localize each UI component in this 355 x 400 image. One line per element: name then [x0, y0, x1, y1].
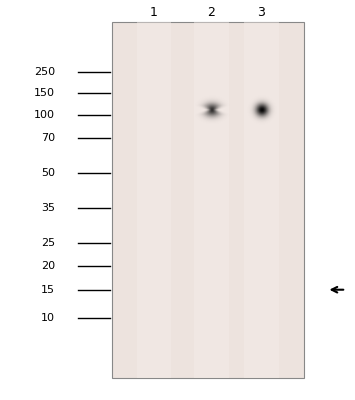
Bar — [137, 22, 171, 378]
Text: 70: 70 — [41, 134, 55, 144]
Text: 25: 25 — [41, 238, 55, 248]
Text: 10: 10 — [41, 313, 55, 323]
Bar — [244, 22, 279, 378]
Text: 35: 35 — [41, 203, 55, 213]
Bar — [194, 22, 229, 378]
Text: 150: 150 — [34, 88, 55, 98]
Text: 20: 20 — [41, 261, 55, 271]
Text: 50: 50 — [41, 168, 55, 178]
Text: 3: 3 — [257, 6, 265, 18]
Text: 250: 250 — [34, 67, 55, 77]
Text: 15: 15 — [41, 285, 55, 295]
Text: 100: 100 — [34, 110, 55, 120]
Text: 2: 2 — [208, 6, 215, 18]
Bar — [112, 22, 304, 378]
Text: 1: 1 — [150, 6, 158, 18]
